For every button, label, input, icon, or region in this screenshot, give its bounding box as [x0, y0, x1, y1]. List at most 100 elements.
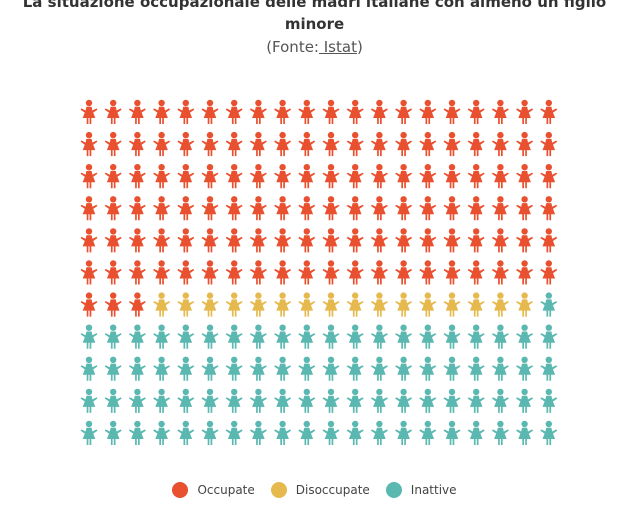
legend-label-inattive: Inattive — [410, 483, 457, 497]
woman-icon — [201, 131, 219, 157]
woman-icon — [153, 228, 170, 253]
woman-icon — [177, 99, 195, 124]
woman-icon — [322, 164, 340, 189]
legend-label-disoccupate: Disoccupate — [295, 483, 370, 497]
woman-icon — [153, 196, 170, 221]
woman-icon — [516, 292, 533, 317]
woman-icon — [371, 324, 388, 349]
woman-icon — [104, 131, 122, 157]
woman-icon — [492, 420, 509, 445]
woman-icon — [395, 260, 412, 285]
woman-icon — [80, 164, 98, 189]
woman-icon — [201, 164, 219, 189]
woman-icon — [104, 99, 122, 124]
woman-icon — [516, 356, 533, 381]
woman-icon — [346, 164, 364, 189]
legend-item-inattive[interactable]: Inattive — [385, 482, 457, 498]
woman-icon — [250, 292, 267, 317]
woman-icon — [104, 324, 122, 349]
woman-icon — [104, 228, 122, 253]
woman-icon — [298, 164, 316, 189]
legend-item-occupate[interactable]: Occupate — [172, 482, 255, 498]
woman-icon — [443, 324, 461, 349]
woman-icon — [516, 228, 533, 253]
woman-icon — [322, 324, 340, 349]
woman-icon — [298, 292, 316, 317]
woman-icon — [298, 420, 316, 445]
woman-icon — [225, 260, 243, 285]
woman-icon — [322, 356, 340, 381]
woman-icon — [104, 356, 122, 381]
woman-icon — [492, 388, 509, 413]
woman-icon — [104, 260, 122, 285]
woman-icon — [250, 228, 267, 253]
woman-icon — [250, 356, 267, 381]
woman-icon — [298, 196, 316, 221]
woman-icon — [516, 388, 533, 413]
source-link[interactable]: Istat — [318, 38, 357, 56]
woman-icon — [443, 420, 461, 445]
woman-icon — [443, 228, 461, 253]
woman-icon — [225, 324, 243, 349]
woman-icon — [443, 131, 461, 157]
woman-icon — [540, 164, 558, 189]
woman-icon — [516, 420, 533, 445]
legend-item-disoccupate[interactable]: Disoccupate — [270, 482, 370, 498]
woman-icon — [516, 99, 533, 124]
legend-swatch-occupate — [172, 482, 189, 498]
woman-icon — [467, 356, 485, 381]
woman-icon — [201, 228, 219, 253]
woman-icon — [201, 260, 219, 285]
woman-icon — [177, 388, 195, 413]
woman-icon — [250, 196, 267, 221]
woman-icon — [177, 324, 195, 349]
woman-icon — [419, 356, 437, 381]
woman-icon — [467, 196, 485, 221]
woman-icon — [153, 388, 170, 413]
woman-icon — [129, 420, 146, 445]
woman-icon — [419, 324, 437, 349]
woman-icon — [153, 324, 170, 349]
woman-icon — [346, 99, 364, 124]
woman-icon — [540, 292, 558, 317]
woman-icon — [80, 196, 98, 221]
woman-icon — [80, 292, 98, 317]
woman-icon — [129, 196, 146, 221]
woman-icon — [153, 99, 170, 124]
legend-label-occupate: Occupate — [197, 483, 255, 497]
woman-icon — [419, 388, 437, 413]
woman-icon — [129, 356, 146, 381]
woman-icon — [322, 388, 340, 413]
woman-icon — [322, 196, 340, 221]
woman-icon — [419, 99, 437, 124]
woman-icon — [298, 131, 316, 157]
woman-icon — [80, 324, 98, 349]
woman-icon — [250, 388, 267, 413]
woman-icon — [274, 196, 291, 221]
woman-icon — [153, 260, 170, 285]
woman-icon — [516, 196, 533, 221]
source-suffix: ) — [356, 38, 363, 56]
woman-icon — [298, 388, 316, 413]
woman-icon — [516, 131, 533, 157]
woman-icon — [225, 164, 243, 189]
woman-icon — [104, 292, 122, 317]
woman-icon — [346, 228, 364, 253]
woman-icon — [129, 99, 146, 124]
woman-icon — [395, 131, 412, 157]
woman-icon — [395, 99, 412, 124]
woman-icon — [250, 260, 267, 285]
woman-icon — [419, 131, 437, 157]
woman-icon — [322, 420, 340, 445]
woman-icon — [225, 228, 243, 253]
woman-icon — [153, 356, 170, 381]
woman-icon — [516, 164, 533, 189]
woman-icon — [225, 99, 243, 124]
woman-icon — [129, 131, 146, 157]
woman-icon — [419, 164, 437, 189]
woman-icon — [201, 324, 219, 349]
woman-icon — [443, 196, 461, 221]
woman-icon — [129, 324, 146, 349]
woman-icon — [395, 228, 412, 253]
woman-icon — [346, 196, 364, 221]
